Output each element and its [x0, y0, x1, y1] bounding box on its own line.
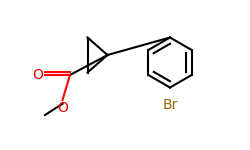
Text: O: O: [32, 68, 43, 82]
Text: Br: Br: [162, 98, 178, 112]
Text: O: O: [57, 100, 68, 114]
